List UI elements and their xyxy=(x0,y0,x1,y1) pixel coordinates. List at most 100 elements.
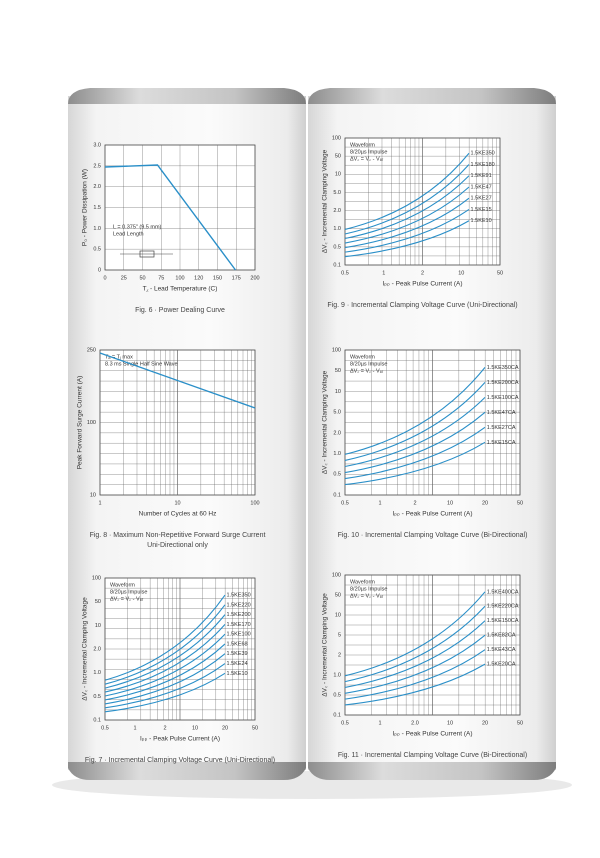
curve xyxy=(104,594,226,681)
x-tick-label: 1 xyxy=(98,500,101,506)
y-tick-label: 5.0 xyxy=(333,190,341,196)
x-tick-label: 150 xyxy=(213,275,222,281)
y-tick-label: 10 xyxy=(335,172,341,178)
legend-label: 1.5KE82CA xyxy=(487,633,516,639)
y-axis-label: ΔV꜀ - Incremental Clamping Voltage xyxy=(322,149,329,253)
caption: Fig. 9 · Incremental Clamping Voltage Cu… xyxy=(327,302,517,309)
y-axis-label: Peak Forward Surge Current (A) xyxy=(77,376,84,470)
y-tick-label: 2.0 xyxy=(93,184,101,190)
x-tick-label: 0.5 xyxy=(341,270,349,276)
legend-label: 1.5KE10 xyxy=(471,218,492,224)
legend-label: 1.5KE47 xyxy=(471,184,492,190)
legend-label: 1.5KE200 xyxy=(227,612,251,618)
annotation: Tₐ = Tⱼ max xyxy=(105,354,133,360)
x-tick-label: 2 xyxy=(421,270,424,276)
y-tick-label: 0.5 xyxy=(93,247,101,253)
x-tick-label: 10 xyxy=(192,725,198,731)
legend-label: 1.5KE43CA xyxy=(487,647,516,653)
y-tick-label: 100 xyxy=(332,572,341,578)
y-tick-label: 2.0 xyxy=(333,430,341,436)
curve xyxy=(344,411,486,474)
curve xyxy=(344,186,470,244)
x-tick-label: 1 xyxy=(378,500,381,506)
curve xyxy=(344,426,486,480)
annotation: ΔV꜀ = V꜀ - V₈ᵣ xyxy=(350,593,384,599)
x-axis-label: Iₚₚ - Peak Pulse Current (A) xyxy=(140,736,220,743)
curve xyxy=(344,152,470,230)
y-tick-label: 1.0 xyxy=(333,226,341,232)
x-tick-label: 75 xyxy=(158,275,164,281)
y-tick-label: 0.5 xyxy=(333,692,341,698)
legend-label: 1.5KE400CA xyxy=(487,589,519,595)
curve xyxy=(104,663,226,709)
x-tick-label: 0 xyxy=(103,275,106,281)
curve xyxy=(344,367,486,455)
legend-label: 1.5KE39 xyxy=(227,651,248,657)
y-tick-label: 50 xyxy=(335,154,341,160)
curve xyxy=(104,633,226,697)
y-tick-label: 0.5 xyxy=(333,244,341,250)
legend-label: 1.5KE15 xyxy=(471,207,492,213)
y-tick-label: 1.0 xyxy=(333,451,341,457)
curve xyxy=(104,643,226,701)
y-tick-label: 10 xyxy=(335,389,341,395)
curve xyxy=(104,672,226,713)
y-axis-label: P₀ - Power Dissipation (W) xyxy=(82,169,89,246)
y-axis-label: ΔV꜀ - Incremental Clamping Voltage xyxy=(322,370,329,474)
y-tick-label: 2.0 xyxy=(93,646,101,652)
annotation: 8/20µs Impulse xyxy=(350,361,387,367)
x-axis-label: T⁁ - Lead Temperature (C) xyxy=(143,286,218,293)
curve xyxy=(104,614,226,689)
y-tick-label: 100 xyxy=(87,420,96,426)
curve xyxy=(344,164,470,235)
curve xyxy=(99,352,256,409)
legend-label: 1.5KE220 xyxy=(227,602,251,608)
legend-label: 1.5KE27 xyxy=(471,196,492,202)
x-tick-label: 20 xyxy=(482,720,488,726)
x-axis-label: Iₚₚ - Peak Pulse Current (A) xyxy=(393,511,473,518)
caption: Fig. 8 · Maximum Non-Repetitive Forward … xyxy=(90,532,266,539)
annotation: Waveform xyxy=(350,354,375,360)
curve xyxy=(104,624,226,693)
curve xyxy=(344,649,486,700)
x-tick-label: 0.5 xyxy=(341,500,349,506)
caption: Fig. 6 · Power Dealing Curve xyxy=(135,307,225,314)
caption: Fig. 7 · Incremental Clamping Voltage Cu… xyxy=(85,757,275,764)
curve xyxy=(104,653,226,705)
x-tick-label: 1 xyxy=(378,720,381,726)
legend-label: 1.5KE100CA xyxy=(487,395,519,401)
y-tick-label: 10 xyxy=(95,623,101,629)
y-tick-label: 100 xyxy=(332,135,341,141)
x-tick-label: 0.5 xyxy=(101,725,109,731)
curve xyxy=(344,396,486,468)
annotation: L = 0.375" (9.5 mm) xyxy=(113,224,162,230)
x-tick-label: 1 xyxy=(382,270,385,276)
annotation: ΔV꜀ = V꜀ - V₈ᵣ xyxy=(350,156,384,162)
legend-label: 1.5KE180 xyxy=(471,162,495,168)
y-tick-label: 250 xyxy=(87,347,96,353)
caption: Fig. 11 · Incremental Clamping Voltage C… xyxy=(338,752,527,759)
y-tick-label: 10 xyxy=(90,492,96,498)
chart-panel: 3.0 2.5 2.0 1.5 1.0 0.5 00 25 50 75 100 120 150 175 20… xyxy=(82,142,260,313)
y-tick-label: 1.0 xyxy=(333,672,341,678)
legend-label: 1.5KE15CA xyxy=(487,440,516,446)
annotation: ΔV꜀ = V꜀ - V₈ᵣ xyxy=(110,596,144,602)
legend-label: 1.5KE350 xyxy=(227,592,251,598)
y-tick-label: 0.5 xyxy=(333,472,341,478)
legend-label: 1.5KE170 xyxy=(227,622,251,628)
legend-label: 1.5KE91 xyxy=(471,173,492,179)
x-tick-label: 200 xyxy=(250,275,259,281)
annotation: Waveform xyxy=(350,142,375,148)
legend-label: 1.5KE220CA xyxy=(487,604,519,610)
legend-label: 1.5KE200CA xyxy=(487,380,519,386)
caption: Uni-Directional only xyxy=(147,542,208,549)
curve xyxy=(344,634,486,694)
legend-label: 1.5KE24 xyxy=(227,661,248,667)
y-tick-label: 50 xyxy=(95,599,101,605)
y-tick-label: 10 xyxy=(335,612,341,618)
x-tick-label: 0.5 xyxy=(341,720,349,726)
